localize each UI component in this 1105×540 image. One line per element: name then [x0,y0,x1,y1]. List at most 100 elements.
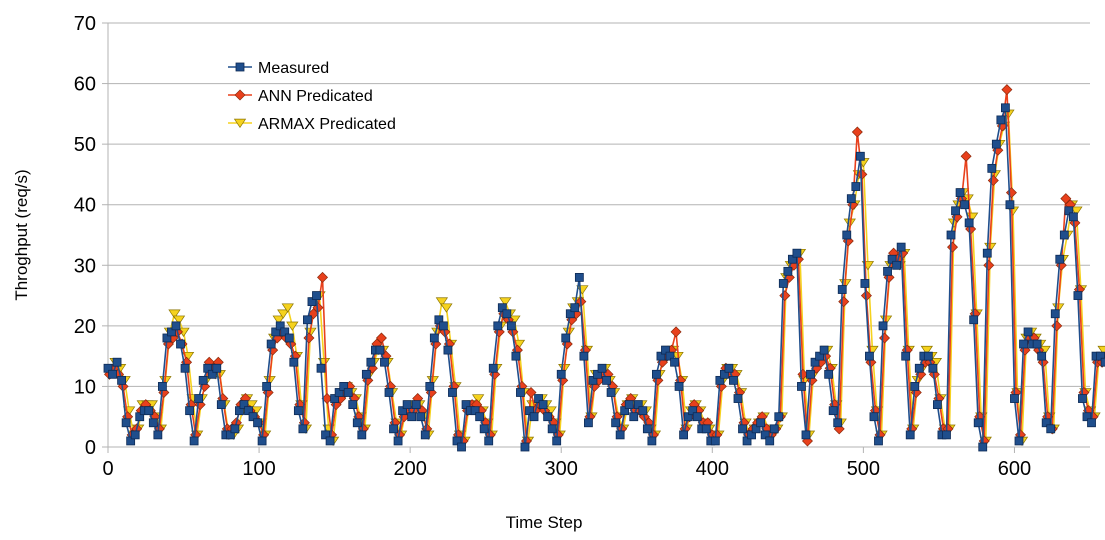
data-point [593,369,602,379]
series-line [108,89,1105,443]
data-point [352,418,362,428]
data-point [946,230,956,240]
data-point [235,406,244,416]
x-tick-label: 400 [696,458,729,480]
data-point [1100,357,1105,367]
data-point [488,363,498,373]
data-point [638,406,648,416]
data-point [661,345,670,355]
data-point [878,321,888,331]
data-point [715,375,725,385]
data-point [271,327,281,337]
data-point [652,369,661,379]
data-point [778,279,788,288]
data-point [683,412,693,422]
data-point [425,382,435,391]
x-tick-label: 100 [242,458,275,480]
data-point [860,279,870,288]
data-point [407,412,417,422]
data-point [435,297,449,307]
data-point [1000,103,1010,113]
data-point [343,388,353,397]
data-point [642,424,652,434]
data-point [1010,394,1019,403]
data-point [172,315,186,325]
data-point [506,321,516,331]
data-point [416,412,426,422]
data-point [443,345,453,355]
data-point [248,412,258,422]
data-point [851,126,863,138]
y-tick-label: 60 [74,74,96,96]
data-point [620,406,630,416]
data-point [275,321,285,331]
data-point [171,321,181,331]
data-point [747,430,756,440]
data-point [883,266,892,276]
data-point [865,351,874,361]
data-point [724,363,734,373]
legend-entry: Measured [228,60,329,77]
data-point [1087,418,1096,428]
data-point [470,406,480,416]
data-point [180,363,190,373]
data-point [579,351,589,361]
data-point [570,303,580,313]
series-armax-predicated [104,109,1105,446]
data-point [991,139,1001,149]
legend-label: ARMAX Predicated [258,116,396,133]
grid-lines [108,22,1090,448]
data-point [987,174,999,186]
data-point [824,369,834,379]
data-point [1001,84,1013,96]
data-point [321,430,330,440]
data-point [126,436,136,446]
data-point [334,388,344,397]
x-tick-label: 300 [545,458,578,480]
data-point [692,412,702,422]
data-point [312,291,321,300]
data-point [887,254,897,264]
data-point [960,200,970,210]
data-point [1051,320,1063,332]
data-point [920,345,933,356]
data-point [738,424,747,434]
data-point [298,424,308,434]
data-point [923,351,933,361]
data-point [230,424,240,434]
legend-marker [234,89,246,101]
data-point [983,259,995,271]
data-point [207,369,217,379]
data-point [973,418,983,428]
data-point [756,418,766,428]
data-point [185,406,194,416]
data-point [928,363,938,373]
data-point [253,418,262,428]
data-point [769,424,779,434]
data-point [633,400,643,410]
data-point [277,309,290,319]
x-tick-label: 600 [998,458,1031,480]
data-point [317,271,329,283]
data-point [168,309,181,319]
data-point [493,321,503,331]
data-point [905,430,915,440]
data-point [266,339,276,349]
data-point [130,430,140,440]
data-point [1082,412,1092,422]
data-point [284,333,294,343]
data-point [434,315,444,325]
data-point [565,309,575,319]
tick-labels: 0 10 20 30 40 50 60 70 0 100 200 300 400 500 600 [74,13,1031,480]
data-point [303,315,312,325]
data-point [525,386,537,398]
data-point [797,382,806,391]
data-point [779,290,791,302]
data-point [157,382,167,391]
data-point [262,382,272,391]
data-point [869,412,879,422]
data-point [955,188,965,198]
data-point [765,436,775,446]
data-point [792,248,802,258]
data-point [1050,309,1060,319]
